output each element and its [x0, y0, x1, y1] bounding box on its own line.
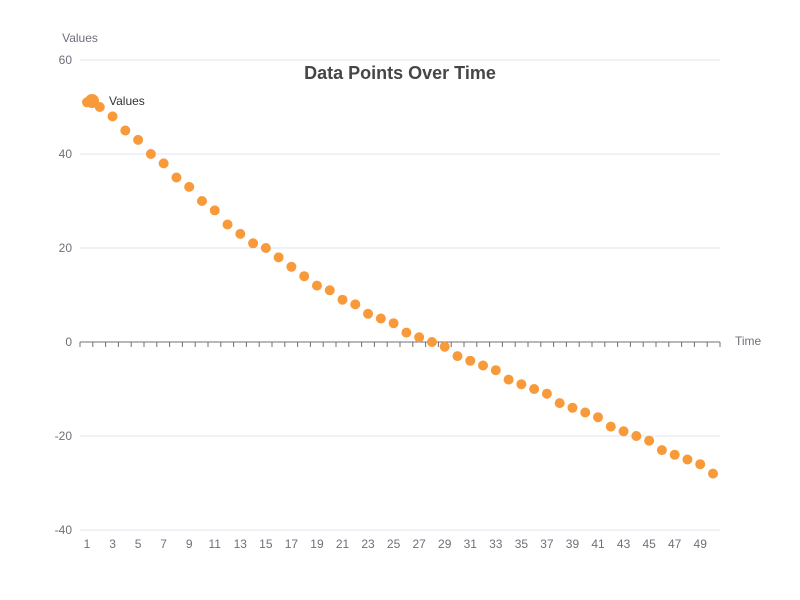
- x-tick-label: 35: [515, 537, 529, 551]
- x-tick-label: 17: [285, 537, 299, 551]
- data-point[interactable]: [656, 445, 667, 456]
- x-axis-label: Time: [735, 334, 762, 348]
- data-point[interactable]: [235, 228, 246, 239]
- data-point[interactable]: [324, 285, 335, 296]
- y-axis-label: Values: [62, 31, 98, 45]
- y-tick-label: -40: [55, 523, 73, 537]
- x-tick-label: 3: [109, 537, 116, 551]
- data-point[interactable]: [222, 219, 233, 230]
- data-point[interactable]: [516, 379, 527, 390]
- data-point[interactable]: [184, 181, 195, 192]
- x-tick-label: 7: [160, 537, 167, 551]
- grid-lines: [80, 59, 720, 531]
- data-point[interactable]: [107, 111, 118, 122]
- data-point[interactable]: [401, 327, 412, 338]
- x-tick-label: 1: [84, 537, 91, 551]
- data-point[interactable]: [465, 355, 476, 366]
- data-point[interactable]: [133, 134, 144, 145]
- x-tick-label: 45: [642, 537, 656, 551]
- y-tick-label: -20: [55, 429, 73, 443]
- data-point[interactable]: [363, 308, 374, 319]
- data-point[interactable]: [350, 299, 361, 310]
- x-tick-label: 15: [259, 537, 273, 551]
- data-point[interactable]: [273, 252, 284, 263]
- x-tick-label: 25: [387, 537, 401, 551]
- x-tick-label: 43: [617, 537, 631, 551]
- data-point[interactable]: [375, 313, 386, 324]
- data-point[interactable]: [158, 158, 169, 169]
- data-point[interactable]: [388, 318, 399, 329]
- x-tick-label: 23: [361, 537, 375, 551]
- x-tick-label: 11: [209, 537, 222, 551]
- data-point[interactable]: [490, 365, 501, 376]
- chart-title: Data Points Over Time: [304, 63, 496, 83]
- x-tick-label: 5: [135, 537, 142, 551]
- data-point[interactable]: [248, 238, 259, 249]
- legend-marker-icon: [85, 94, 99, 108]
- y-tick-label: 60: [59, 53, 73, 67]
- data-point[interactable]: [171, 172, 182, 183]
- data-point[interactable]: [605, 421, 616, 432]
- x-tick-label: 39: [566, 537, 580, 551]
- data-point[interactable]: [286, 261, 297, 272]
- x-tick-label: 21: [336, 537, 350, 551]
- x-tick-label: 27: [412, 537, 426, 551]
- data-point[interactable]: [145, 149, 156, 159]
- y-tick-label: 20: [59, 241, 73, 255]
- y-tick-label: 40: [59, 147, 73, 161]
- x-tick-label: 33: [489, 537, 503, 551]
- data-point[interactable]: [682, 454, 693, 465]
- y-tick-label: 0: [65, 335, 72, 349]
- data-point[interactable]: [209, 205, 220, 216]
- data-point[interactable]: [414, 332, 425, 343]
- data-point[interactable]: [503, 374, 514, 385]
- data-point[interactable]: [426, 337, 437, 347]
- data-point[interactable]: [669, 449, 680, 460]
- x-tick-label: 31: [464, 537, 478, 551]
- x-tick-label: 37: [540, 537, 554, 551]
- data-point[interactable]: [631, 431, 642, 441]
- data-point[interactable]: [196, 196, 207, 206]
- data-point[interactable]: [529, 384, 540, 394]
- data-point[interactable]: [311, 280, 322, 291]
- x-tick-label: 29: [438, 537, 452, 551]
- data-point[interactable]: [478, 360, 489, 371]
- data-point[interactable]: [644, 435, 655, 446]
- x-tick-label: 19: [310, 537, 324, 551]
- data-point[interactable]: [567, 402, 578, 413]
- data-point[interactable]: [708, 468, 718, 479]
- data-point[interactable]: [120, 125, 131, 136]
- data-points: [82, 97, 718, 479]
- x-tick-label: 47: [668, 537, 682, 551]
- legend[interactable]: Values: [85, 94, 145, 108]
- data-point[interactable]: [580, 407, 591, 418]
- data-point[interactable]: [593, 412, 604, 423]
- data-point[interactable]: [260, 243, 271, 253]
- legend-label: Values: [109, 94, 145, 108]
- data-point[interactable]: [299, 271, 310, 282]
- x-tick-label: 13: [234, 537, 248, 551]
- data-point[interactable]: [554, 398, 565, 409]
- data-point[interactable]: [541, 388, 552, 399]
- x-tick-label: 41: [591, 537, 605, 551]
- x-tick-label: 49: [694, 537, 708, 551]
- data-point[interactable]: [337, 294, 348, 305]
- data-point[interactable]: [439, 341, 450, 352]
- data-point[interactable]: [452, 351, 463, 362]
- x-tick-label: 9: [186, 537, 193, 551]
- data-point[interactable]: [618, 426, 629, 437]
- data-point[interactable]: [695, 459, 706, 470]
